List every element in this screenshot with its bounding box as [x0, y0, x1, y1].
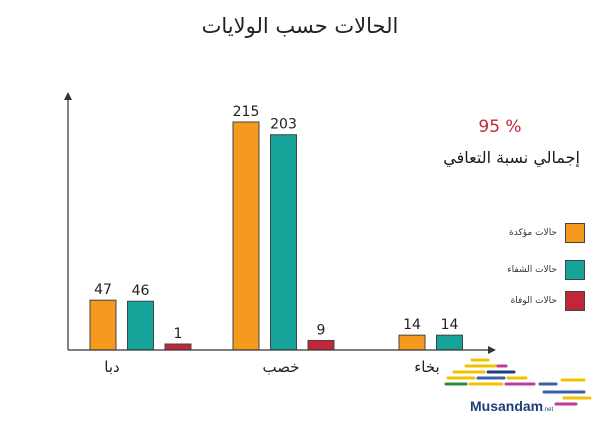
data-label: 14 — [403, 317, 421, 333]
recovery-rate-value: 95 % — [478, 117, 522, 137]
bar-recovered — [436, 334, 463, 351]
legend-swatch — [565, 260, 585, 280]
musandam-logo — [444, 358, 592, 406]
bar-confirmed — [398, 334, 426, 351]
recovery-rate-label: إجمالي نسبة التعافي — [443, 148, 580, 167]
data-label: 14 — [441, 317, 459, 333]
logo-text: Musandam.net — [470, 398, 554, 414]
bar-deaths — [164, 343, 192, 351]
legend-item-recovered: حالات الشفاء — [460, 259, 585, 281]
bar-recovered — [127, 300, 154, 351]
data-label: 215 — [233, 104, 260, 120]
category-label: دبا — [104, 358, 119, 376]
data-label: 1 — [174, 326, 183, 342]
legend-label: حالات مؤكدة — [509, 228, 557, 238]
legend-label: حالات الشفاء — [507, 265, 557, 275]
legend-swatch — [565, 223, 585, 243]
legend-item-deaths: حالات الوفاة — [460, 290, 585, 312]
y-axis-arrow — [64, 92, 72, 100]
legend-swatch — [565, 291, 585, 311]
category-label: خصب — [262, 358, 299, 376]
bar-confirmed — [232, 121, 260, 351]
bar-deaths — [307, 339, 335, 351]
data-label: 47 — [94, 282, 112, 298]
data-label: 46 — [132, 283, 150, 299]
legend-label: حالات الوفاة — [510, 296, 557, 306]
data-label: 203 — [270, 117, 297, 133]
data-label: 9 — [317, 322, 326, 338]
legend-item-confirmed: حالات مؤكدة — [460, 222, 585, 244]
x-axis-arrow — [488, 346, 496, 354]
bar-recovered — [270, 134, 297, 351]
bar-confirmed — [89, 299, 117, 351]
category-label: بخاء — [414, 358, 439, 376]
chart-title: الحالات حسب الولايات — [201, 14, 399, 38]
